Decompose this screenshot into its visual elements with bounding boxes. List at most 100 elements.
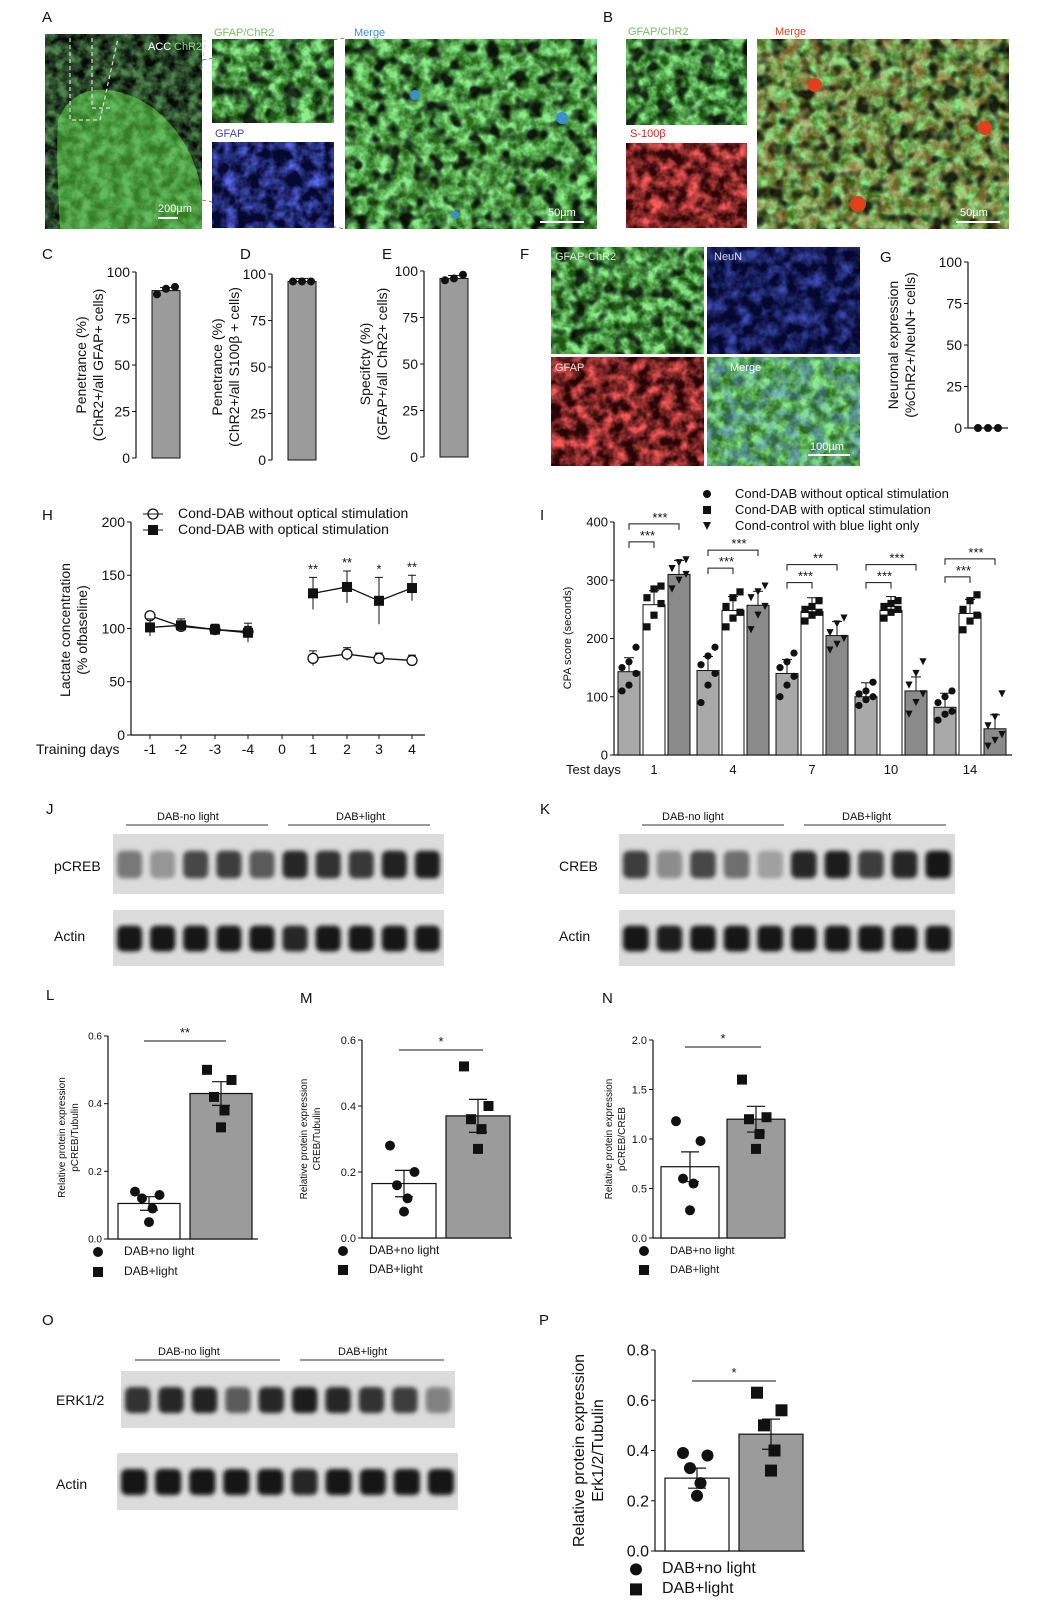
y-axis-label: Neuronal expression xyxy=(885,281,901,409)
y-tick-label: 50 xyxy=(946,337,962,353)
x-tick-label: -3 xyxy=(209,741,222,757)
y-tick-label: 50 xyxy=(109,674,125,690)
b-merge-image: Merge 50µm xyxy=(757,26,1009,229)
panel-letter-m: M xyxy=(300,990,313,1007)
data-point xyxy=(869,693,877,701)
creb-lane xyxy=(824,850,851,879)
chart-m-creb-tubulin: 0.0 0.2 0.4 0.6 DAB+no light DAB+light * Relati… xyxy=(299,1034,512,1276)
y-tick-label: 100 xyxy=(243,266,267,282)
x-axis-label: Test days xyxy=(566,762,621,777)
actin-lane xyxy=(249,925,275,952)
data-point xyxy=(994,424,1002,432)
data-point xyxy=(869,678,877,686)
data-point xyxy=(751,1386,763,1399)
panel-a-micrographs: ACC ChR2 200µm GFAP/ChR2 GFAP Merge xyxy=(45,27,597,230)
data-point xyxy=(722,602,730,611)
data-point xyxy=(711,669,719,678)
data-point xyxy=(840,634,848,643)
actin-lane xyxy=(325,1468,352,1496)
f-merge-label: Merge xyxy=(730,362,761,374)
actin-lane xyxy=(121,1468,148,1496)
data-point xyxy=(722,623,730,631)
data-point xyxy=(880,614,888,622)
legend-marker xyxy=(93,1247,103,1257)
bar xyxy=(287,280,317,461)
creb-lane xyxy=(925,850,951,879)
erk-lane xyxy=(158,1386,184,1414)
panel-letter-p: P xyxy=(539,1312,549,1329)
blot-k-row2: Actin xyxy=(559,928,590,944)
x-tick-label: 4 xyxy=(408,741,416,757)
legend-marker xyxy=(703,490,711,498)
data-point xyxy=(747,626,755,634)
blot-j-row1: pCREB xyxy=(54,858,101,874)
bar xyxy=(664,1477,730,1552)
panel-letter-d: D xyxy=(240,246,251,263)
data-point xyxy=(887,599,895,608)
significance-bracket xyxy=(707,567,734,575)
significance-bracket xyxy=(865,582,892,589)
data-point xyxy=(790,672,798,680)
panel-letter-a: A xyxy=(42,9,52,26)
creb-lane xyxy=(791,850,817,879)
data-point xyxy=(407,583,417,594)
data-point xyxy=(307,652,319,664)
data-point xyxy=(682,556,690,564)
data-point xyxy=(973,591,981,599)
blot-j-group2: DAB+light xyxy=(336,811,385,823)
series-1 xyxy=(642,582,982,756)
creb-lane xyxy=(891,850,918,879)
data-point xyxy=(402,1193,413,1204)
series-line xyxy=(149,624,249,634)
data-point xyxy=(855,690,863,698)
data-point xyxy=(833,620,841,628)
significance-bracket xyxy=(628,541,655,548)
data-point xyxy=(833,640,841,648)
y-tick-label: 0.6 xyxy=(88,1032,102,1043)
data-point xyxy=(210,624,220,635)
data-point xyxy=(668,585,676,593)
data-point xyxy=(697,698,705,707)
legend-label: DAB+light xyxy=(662,1580,734,1597)
y-axis-label: Penetrance (%) xyxy=(209,318,225,415)
f-scale-100um: 100µm xyxy=(810,441,844,453)
data-point xyxy=(801,605,809,613)
data-point xyxy=(450,274,458,283)
blot-j-group1: DAB-no light xyxy=(157,811,219,823)
actin-lane xyxy=(155,1468,182,1496)
data-point xyxy=(202,1064,212,1075)
data-point xyxy=(691,1489,703,1502)
blot-o-row1: ERK1/2 xyxy=(56,1392,104,1408)
data-point xyxy=(657,582,665,590)
legend-marker xyxy=(338,1246,348,1256)
significance-marker: *** xyxy=(956,563,971,578)
data-point xyxy=(754,1129,765,1140)
y-axis-label-2: pCREB/Tubulin xyxy=(70,1103,81,1172)
data-point xyxy=(815,608,823,616)
significance-marker: ** xyxy=(342,555,352,570)
data-point xyxy=(984,742,992,750)
data-point xyxy=(677,1447,689,1460)
erk-lane xyxy=(292,1386,318,1414)
legend-marker xyxy=(703,506,711,514)
data-point xyxy=(815,597,823,605)
actin-lane xyxy=(348,925,374,952)
pcreb-lane xyxy=(117,850,143,879)
b-gfap-chr2-image: GFAP/ChR2 xyxy=(626,26,747,125)
significance-marker: *** xyxy=(640,528,655,543)
data-point xyxy=(966,597,974,605)
data-point xyxy=(341,648,353,660)
x-tick-label: 1 xyxy=(309,741,317,757)
data-point xyxy=(737,1074,747,1085)
data-point xyxy=(948,707,956,715)
blot-j-row2: Actin xyxy=(54,928,85,944)
data-point xyxy=(226,1074,237,1085)
data-point xyxy=(984,722,992,730)
data-point xyxy=(153,290,161,299)
legend-label: DAB+no light xyxy=(662,1560,756,1577)
y-tick-label: 0.2 xyxy=(341,1167,356,1179)
significance-bracket xyxy=(707,549,759,557)
actin-lane xyxy=(359,1468,386,1496)
data-point xyxy=(758,1419,770,1432)
